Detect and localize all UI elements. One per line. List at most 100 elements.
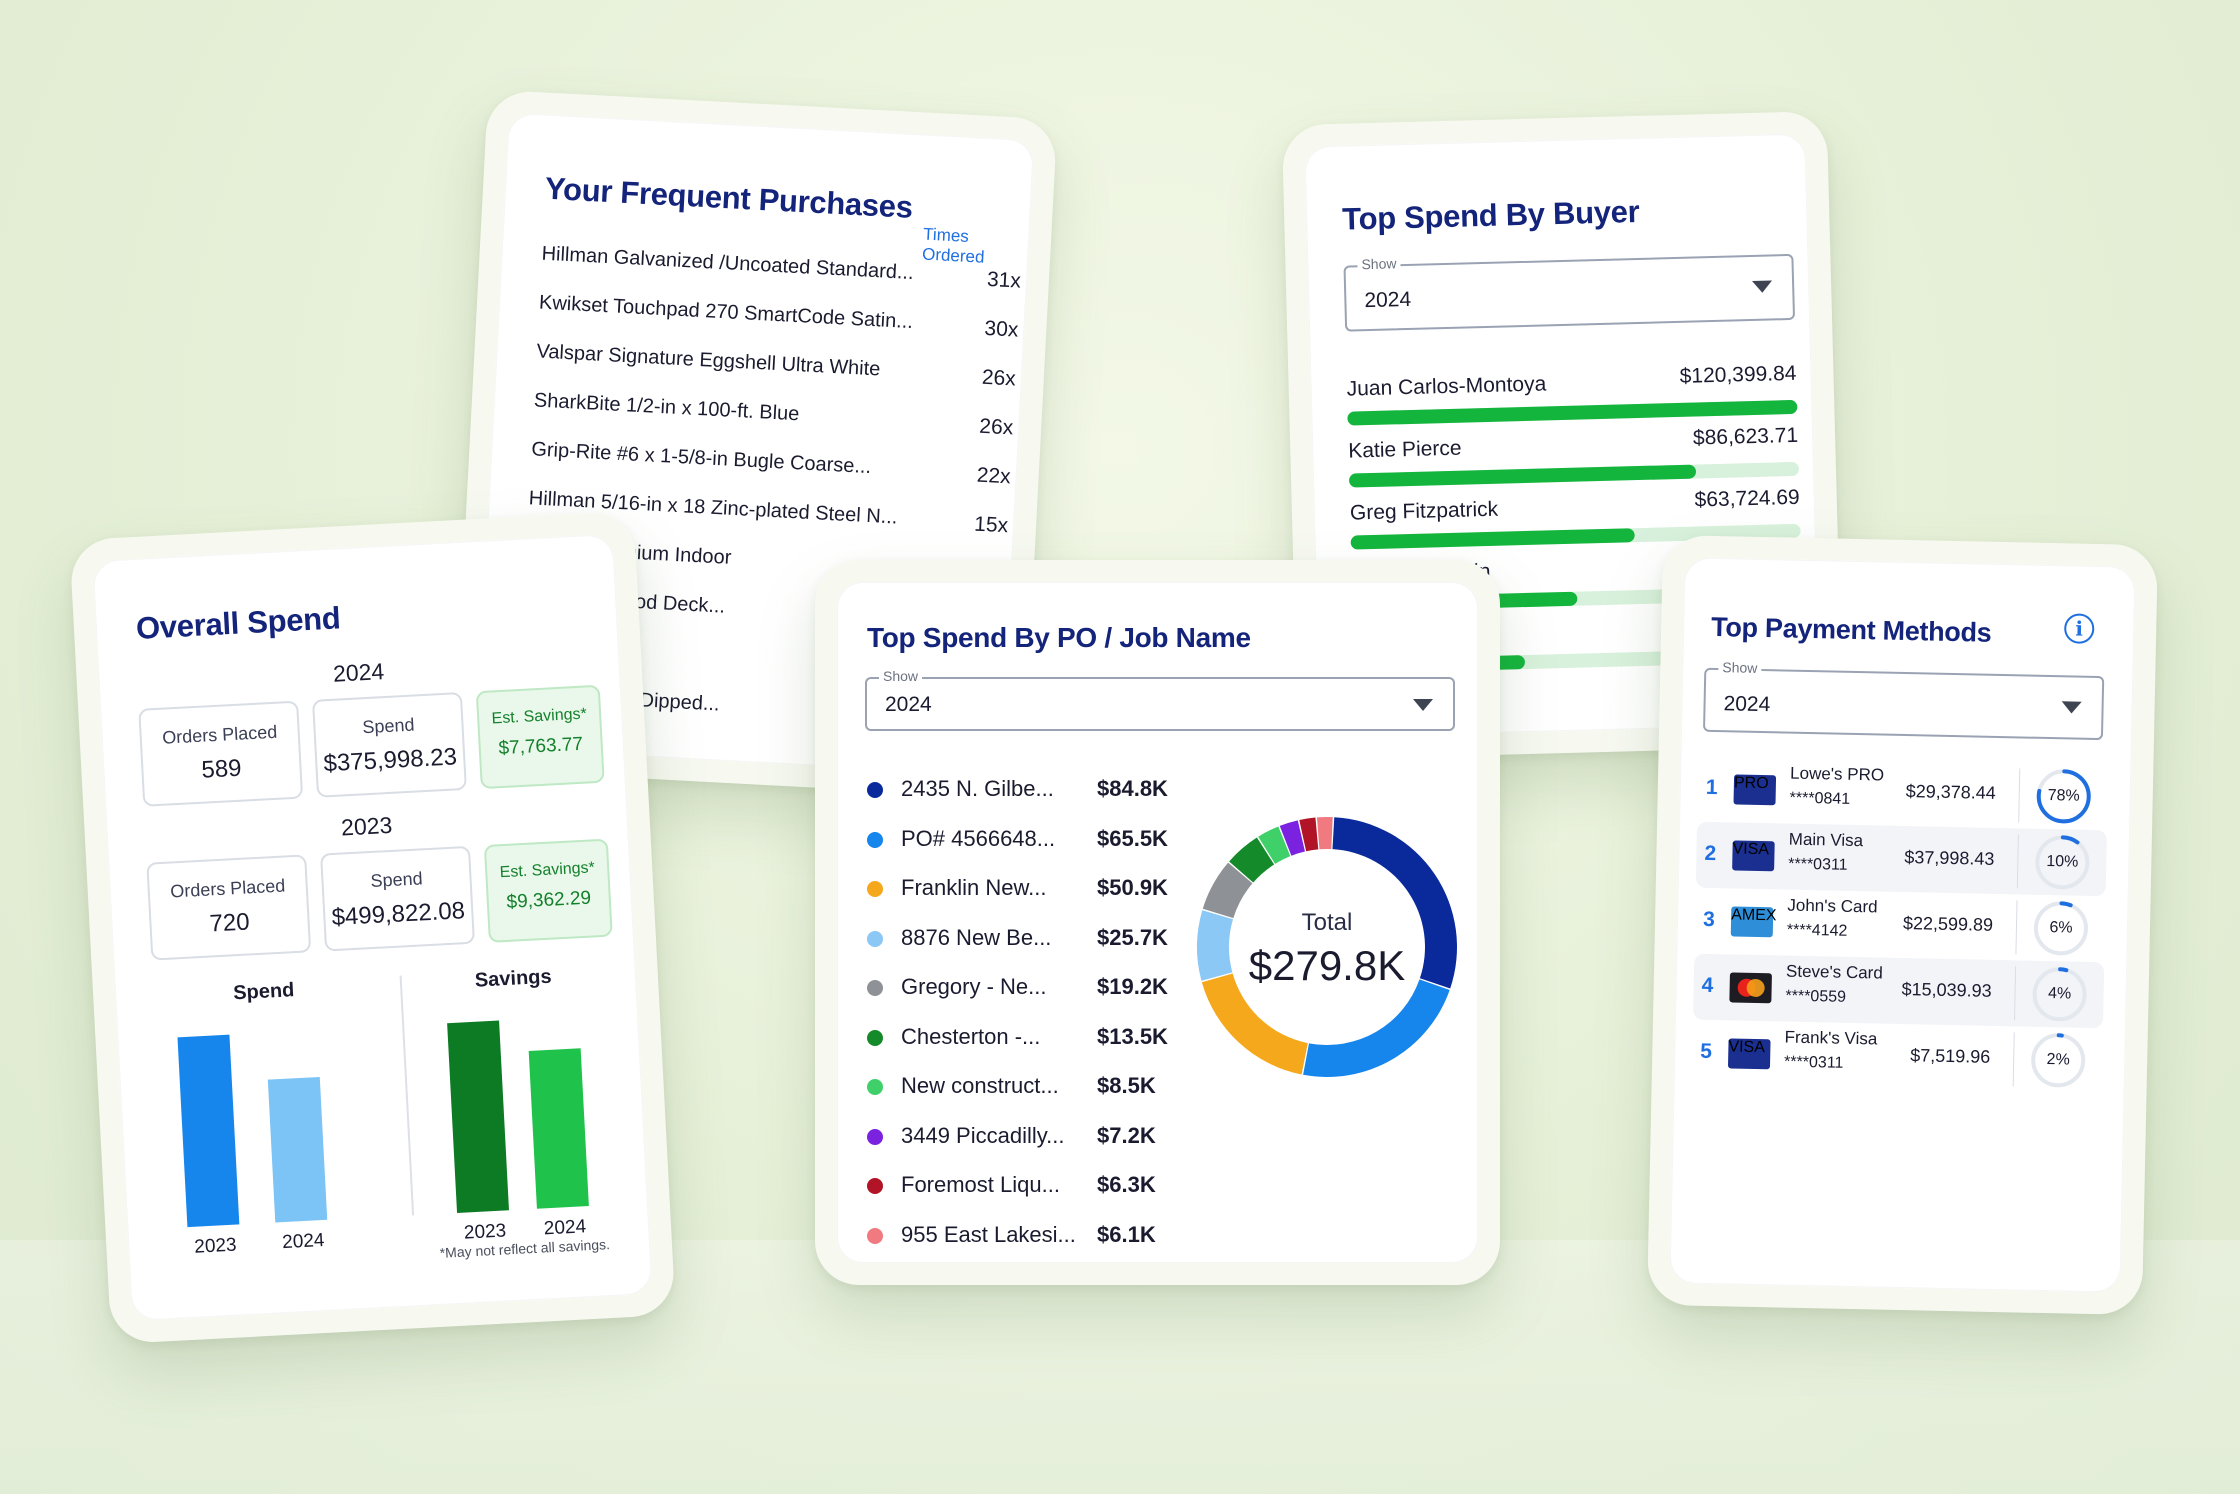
card-name: Main Visa	[1788, 829, 1864, 851]
payment-methods-card: Top Payment Methods i Show 2024 1 PRO Lowe…	[1669, 557, 2136, 1293]
donut-slice[interactable]	[1299, 817, 1319, 852]
legend-name: 955 East Lakesi...	[901, 1221, 1076, 1247]
mastercard-card-icon	[1729, 972, 1772, 1004]
spend-value: $375,998.23	[322, 743, 458, 778]
legend-item: 955 East Lakesi... $6.1K	[867, 1218, 1207, 1258]
card-mask: ****0559	[1785, 987, 1847, 1006]
percent-label: 10%	[2046, 853, 2079, 871]
legend-dot	[867, 881, 883, 897]
payment-method-row[interactable]: 4 Steve's Card ****0559 $15,039.93 4%	[1692, 953, 2105, 1029]
card-name: Frank's Visa	[1784, 1027, 1878, 1049]
year-2023-heading: 2023	[340, 811, 393, 841]
legend-name: Franklin New...	[901, 875, 1047, 900]
legend-name: Gregory - Ne...	[901, 974, 1047, 999]
buyer-amount: $120,399.84	[1679, 361, 1797, 388]
row-separator	[2012, 1032, 2015, 1087]
legend-name: 2435 N. Gilbe...	[901, 776, 1054, 801]
payment-year-select[interactable]: Show 2024	[1703, 659, 2105, 741]
legend-value: $6.3K	[1097, 1172, 1156, 1197]
donut-slice[interactable]	[1201, 973, 1308, 1075]
purchase-name: Hillman Galvanized /Uncoated Standard...	[541, 242, 915, 285]
po-year-select[interactable]: Show 2024	[865, 668, 1455, 731]
savings-value: $7,763.77	[497, 733, 584, 760]
spend-chart-title: Spend	[232, 979, 295, 1005]
payment-method-row[interactable]: 1 PRO Lowe's PRO ****0841 $29,378.44 78%	[1697, 756, 2108, 831]
overall-spend-title: Overall Spend	[135, 600, 342, 646]
card-mask: ****0841	[1789, 789, 1851, 808]
buyer-list: Juan Carlos-Montoya $120,399.84 Katie Pier…	[1304, 134, 1805, 674]
legend-value: $19.2K	[1097, 974, 1168, 999]
rank-number: 4	[1701, 973, 1714, 998]
legend-dot	[867, 930, 883, 947]
legend-item: Franklin New... $50.9K	[867, 871, 1207, 911]
lowes-pro-card-icon: PRO	[1733, 774, 1777, 806]
payment-show-label: Show	[1718, 659, 1762, 676]
legend-dot	[867, 1178, 883, 1194]
rank-number: 2	[1704, 841, 1717, 866]
chart-divider	[399, 975, 415, 1216]
donut-slice[interactable]	[1279, 820, 1305, 856]
donut-slice[interactable]	[1197, 910, 1234, 981]
legend-item: Foremost Liqu... $6.3K	[867, 1168, 1207, 1208]
payment-methods-list: 1 PRO Lowe's PRO ****0841 $29,378.44 78% 2 VISA…	[1685, 557, 2136, 1088]
rank-number: 1	[1705, 775, 1718, 800]
legend-item: Gregory - Ne... $19.2K	[867, 970, 1207, 1010]
orders-placed-2024: Orders Placed 589	[138, 700, 304, 807]
card-amount: $22,599.89	[1902, 913, 1994, 935]
payment-year-value: 2024	[1723, 692, 1771, 717]
row-separator	[2014, 966, 2017, 1021]
purchase-count: 26x	[978, 414, 1014, 440]
payment-methods-panel: Top Payment Methods i Show 2024 1 PRO Lowe…	[1646, 534, 2159, 1316]
card-name: Lowe's PRO	[1789, 763, 1885, 785]
payment-method-row[interactable]: 2 VISA Main Visa ****0311 $37,998.43 10%	[1695, 821, 2108, 897]
purchase-count: 22x	[976, 463, 1012, 489]
buyer-bar-fill	[1348, 464, 1696, 488]
donut-slice[interactable]	[1316, 817, 1333, 850]
savings-bar-2023	[447, 1020, 509, 1213]
legend-name: New construct...	[901, 1073, 1059, 1098]
spend-label: Spend	[361, 714, 415, 738]
percent-ring	[2036, 769, 2091, 824]
buyer-bar-fill	[1347, 399, 1798, 426]
spend-bar-label-2023: 2023	[193, 1234, 238, 1258]
savings-chart-title: Savings	[474, 965, 553, 992]
buyer-amount: $63,724.69	[1694, 485, 1801, 512]
donut-total-label: Total	[1302, 909, 1353, 936]
frequent-purchases-title: Your Frequent Purchases	[544, 170, 914, 225]
savings-2024: Est. Savings* $7,763.77	[475, 684, 605, 790]
overall-bars	[92, 534, 612, 1228]
savings-bar-2024	[528, 1048, 589, 1209]
donut-slice[interactable]	[1229, 837, 1275, 883]
payment-method-row[interactable]: 3 AMEX John's Card ****4142 $22,599.89 6%	[1694, 888, 2105, 963]
donut-slice[interactable]	[1303, 979, 1450, 1077]
po-show-label: Show	[879, 668, 923, 684]
legend-dot	[867, 1128, 883, 1145]
legend-value: $13.5K	[1097, 1023, 1168, 1049]
info-icon[interactable]: i	[2063, 613, 2095, 644]
buyer-name: Greg Fitzpatrick	[1349, 497, 1499, 525]
spend-value: $499,822.08	[330, 897, 466, 932]
savings-label: Est. Savings*	[491, 705, 588, 728]
chevron-down-icon	[2061, 701, 2082, 714]
buyer-year-select[interactable]: Show 2024	[1343, 253, 1796, 332]
card-amount: $15,039.93	[1901, 978, 1992, 1001]
payment-methods-title: Top Payment Methods	[1710, 611, 1992, 648]
legend-value: $8.5K	[1097, 1073, 1156, 1098]
legend-item: 8876 New Be... $25.7K	[867, 921, 1207, 961]
payment-method-row[interactable]: 5 VISA Frank's Visa ****0311 $7,519.96 2%	[1692, 1020, 2103, 1095]
top-spend-buyer-title: Top Spend By Buyer	[1341, 193, 1640, 237]
donut-slice[interactable]	[1258, 826, 1291, 864]
card-amount: $7,519.96	[1909, 1045, 1991, 1067]
spend-2023: Spend $499,822.08	[320, 845, 475, 952]
percent-ring	[2032, 967, 2087, 1022]
percent-label: 78%	[2047, 787, 2080, 805]
legend-value: $7.2K	[1097, 1122, 1156, 1148]
donut-slice[interactable]	[1202, 862, 1253, 919]
chevron-down-icon	[1413, 699, 1433, 711]
donut-slice[interactable]	[1332, 817, 1457, 989]
donut-total-value: $279.8K	[1249, 942, 1405, 989]
legend-item: 2435 N. Gilbe... $84.8K	[867, 772, 1207, 812]
legend-item: New construct... $8.5K	[867, 1069, 1207, 1109]
legend-name: 8876 New Be...	[901, 924, 1052, 950]
orders-placed-value: 720	[208, 908, 251, 938]
